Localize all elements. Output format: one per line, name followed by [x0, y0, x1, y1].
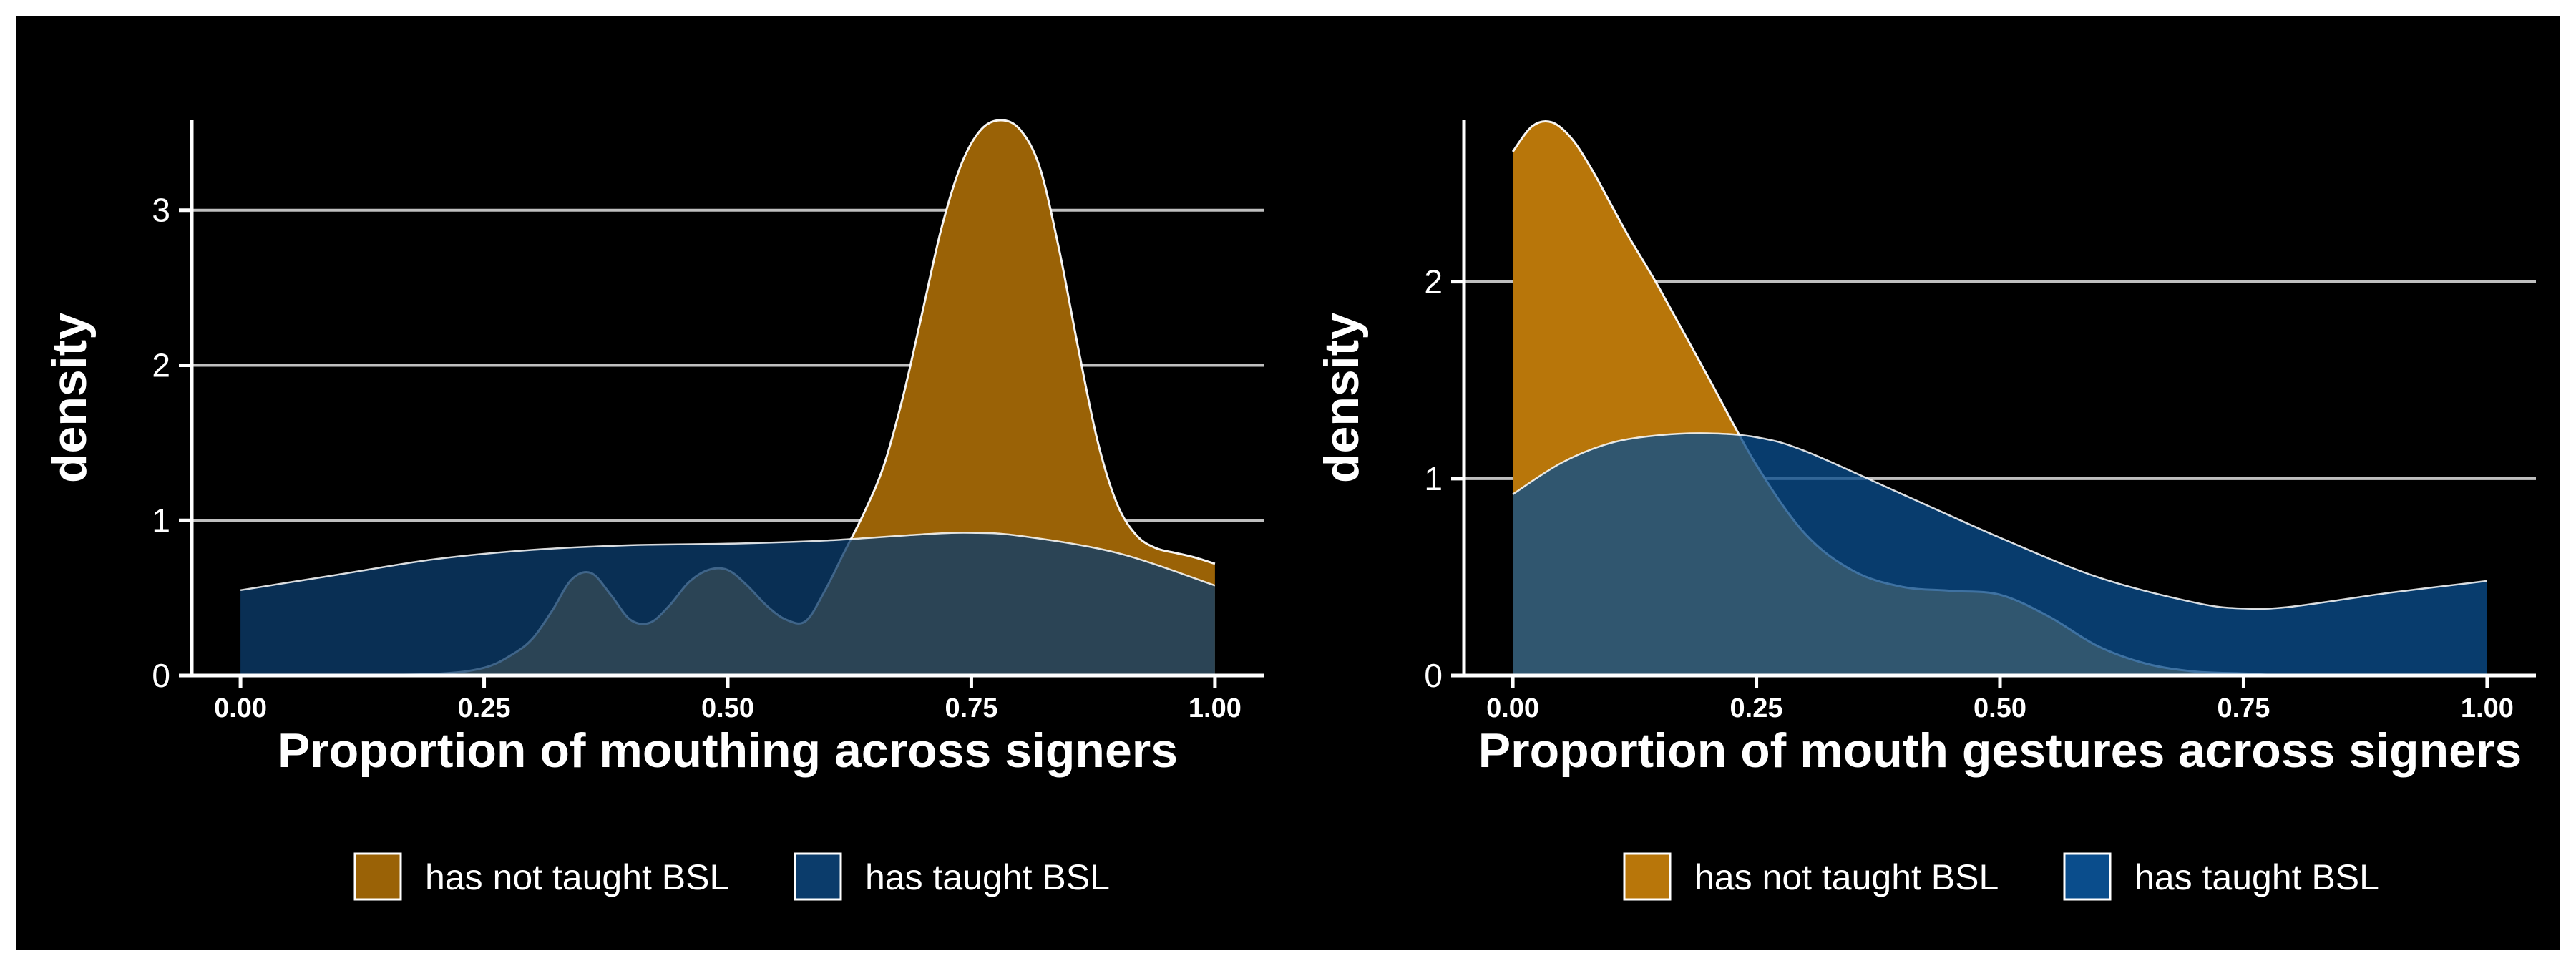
- y-tick-label: 1: [1424, 460, 1443, 497]
- legend-label-taught: has taught BSL: [865, 857, 1110, 897]
- legend: has not taught BSL has taught BSL: [1623, 852, 2379, 901]
- x-tick-label: 0.00: [214, 693, 267, 723]
- legend-label-not-taught: has not taught BSL: [425, 857, 729, 897]
- x-tick-label: 0.75: [2217, 693, 2270, 723]
- x-axis-title: Proportion of mouthing across signers: [278, 723, 1178, 778]
- density-panel-1: 0 1 2 3 0.00 0.25 0.50 0.75 1.00 Proportion of mo…: [42, 119, 1264, 901]
- y-axis-title: density: [42, 313, 97, 483]
- x-tick-label: 0.25: [1730, 693, 1783, 723]
- density-area-taught: [1513, 433, 2487, 675]
- legend-label-not-taught: has not taught BSL: [1694, 857, 1999, 897]
- legend: has not taught BSL has taught BSL: [353, 852, 1110, 901]
- x-tick-label: 0.50: [1974, 693, 2026, 723]
- legend-swatch-taught: [2063, 852, 2112, 901]
- legend-swatch-not-taught: [1623, 852, 1672, 901]
- legend-label-taught: has taught BSL: [2135, 857, 2379, 897]
- density-area-taught: [240, 532, 1215, 675]
- legend-swatch-taught: [794, 852, 842, 901]
- y-tick-label: 2: [1424, 263, 1443, 301]
- x-tick-label: 0.50: [701, 693, 754, 723]
- y-tick-label: 0: [152, 657, 170, 694]
- y-tick-label: 0: [1424, 657, 1443, 694]
- plot-background: [16, 16, 2560, 950]
- x-tick-label: 0.25: [458, 693, 511, 723]
- x-tick-label: 0.75: [945, 693, 997, 723]
- density-line-taught: [240, 532, 1216, 592]
- y-tick-label: 3: [152, 192, 170, 229]
- x-tick-label: 0.00: [1486, 693, 1539, 723]
- y-axis-title: density: [1314, 313, 1369, 483]
- x-axis-title: Proportion of mouth gestures across sign…: [1478, 723, 2522, 778]
- x-tick-label: 1.00: [2461, 693, 2514, 723]
- density-line-taught: [1512, 432, 2488, 610]
- y-tick-label: 1: [152, 502, 170, 539]
- y-tick-label: 2: [152, 346, 170, 384]
- x-tick-label: 1.00: [1189, 693, 1241, 723]
- legend-swatch-not-taught: [353, 852, 402, 901]
